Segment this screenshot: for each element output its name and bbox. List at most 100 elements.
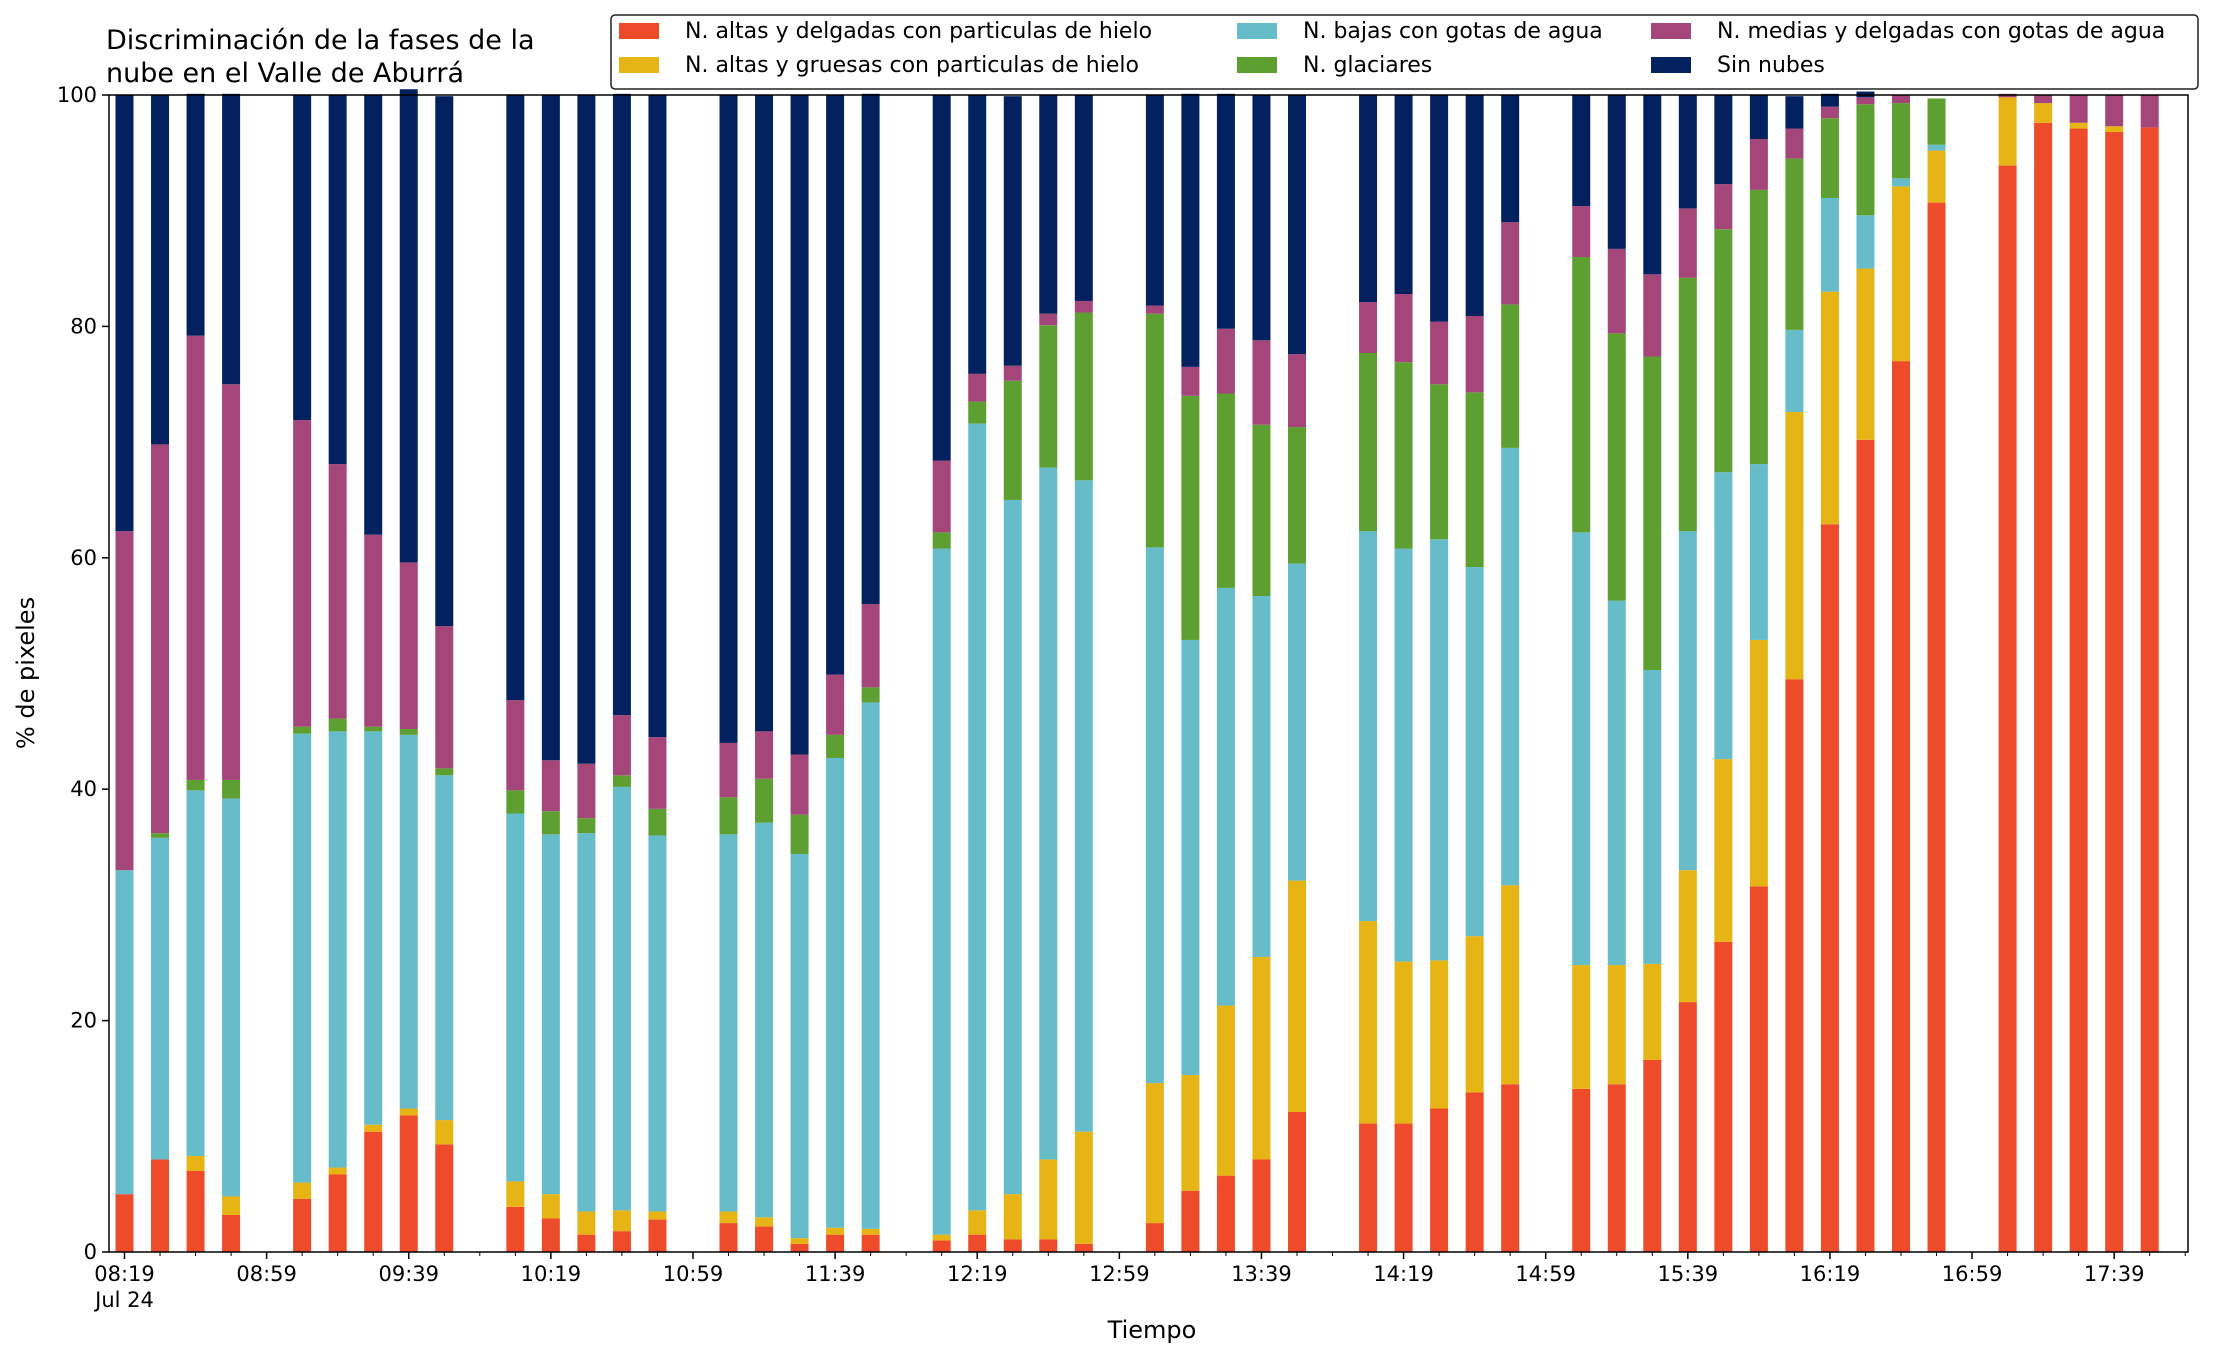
bar-segment-s0-b48: [2105, 132, 2124, 1252]
bar-segment-s0-b9: [506, 1206, 525, 1252]
bar-segment-s4-b28: [1287, 354, 1306, 428]
bar-segment-s5-b11: [577, 95, 596, 764]
y-axis: 0 20 40 60 80 100: [57, 83, 109, 1264]
plot-area-frame: [108, 94, 2189, 1253]
bar-segment-s5-b14: [719, 95, 738, 743]
legend-label-1: N. altas y gruesas con particulas de hie…: [685, 53, 1139, 78]
bar-segment-s1-b6: [364, 1124, 383, 1132]
bar-segment-s1-b30: [1394, 961, 1413, 1124]
bar-segment-s3-b37: [1678, 277, 1697, 532]
bar-segment-s3-b15: [755, 778, 774, 823]
bar-segment-s3-b11: [577, 818, 596, 834]
bar-segment-s3-b13: [648, 808, 667, 836]
bar-segment-s5-b24: [1145, 95, 1164, 306]
bar-segment-s2-b18: [861, 702, 880, 1229]
bar-segment-s4-b14: [719, 742, 738, 798]
x-tick-label: 08:19: [94, 1262, 155, 1286]
bar-segment-s3-b33: [1501, 304, 1520, 448]
bar-segment-s1-b44: [1927, 150, 1946, 203]
bar-segment-s2-b10: [541, 834, 560, 1195]
bar-segment-s2-b27: [1252, 595, 1271, 957]
bar-segment-s5-b4: [293, 95, 312, 421]
bar-segment-s5-b28: [1287, 95, 1306, 355]
bar-segment-s5-b17: [826, 95, 845, 675]
bar-segment-s0-b41: [1820, 524, 1839, 1252]
bar-segment-s2-b23: [1074, 480, 1093, 1132]
bar-segment-s1-b28: [1287, 880, 1306, 1112]
legend-box: [610, 14, 2199, 90]
bar-segment-s3-b21: [1003, 380, 1022, 500]
legend-swatch-1: [619, 57, 659, 73]
bar-segment-s3-b23: [1074, 312, 1093, 481]
bar-segment-s1-b9: [506, 1181, 525, 1207]
bar-segment-s4-b19: [932, 460, 951, 533]
bar-segment-s4-b43: [1892, 95, 1910, 104]
bar-segment-s0-b40: [1785, 679, 1804, 1252]
bar-segment-s3-b27: [1252, 424, 1271, 596]
bar-segment-s0-b35: [1607, 1084, 1626, 1252]
bar-segment-s1-b48: [2105, 126, 2124, 133]
x-axis-label: Tiempo: [1107, 1316, 1197, 1344]
bar-segment-s4-b39: [1749, 138, 1768, 190]
bar-segment-s0-b4: [293, 1198, 312, 1252]
bar-segment-s4-b15: [755, 731, 774, 779]
bar-segment-s0-b39: [1749, 886, 1768, 1252]
bar-segment-s2-b31: [1430, 539, 1449, 961]
bar-segment-s4-b1: [151, 444, 170, 834]
bar-segment-s1-b27: [1252, 956, 1271, 1160]
bar-segment-s3-b8: [435, 768, 454, 776]
bar-segment-s3-b31: [1430, 384, 1449, 540]
y-axis-label: % de pixeles: [12, 597, 40, 749]
bar-segment-s1-b8: [435, 1120, 454, 1145]
bar-segment-s2-b14: [719, 834, 738, 1212]
bar-segment-s0-b22: [1039, 1239, 1058, 1252]
bar-segment-s2-b22: [1039, 467, 1058, 1160]
bar-segment-s0-b31: [1430, 1108, 1449, 1252]
bar-segment-s0-b11: [577, 1234, 596, 1252]
bar-segment-s4-b35: [1607, 248, 1626, 334]
bar-segment-s5-b3: [222, 93, 241, 385]
bar-segment-s3-b32: [1465, 392, 1484, 568]
bar-segment-s0-b32: [1465, 1092, 1484, 1252]
x-tick-label: 14:19: [1373, 1262, 1434, 1286]
bar-segment-s1-b3: [222, 1196, 241, 1215]
bar-segment-s3-b19: [932, 532, 951, 549]
bar-segment-s4-b29: [1359, 302, 1378, 354]
bar-segment-s4-b10: [541, 760, 560, 812]
legend-label-3: N. glaciares: [1303, 53, 1432, 78]
bar-segment-s1-b47: [2069, 122, 2088, 129]
bar-segment-s4-b32: [1465, 315, 1484, 393]
bar-segment-s5-b15: [755, 95, 774, 732]
bar-segment-s5-b29: [1359, 95, 1378, 303]
bar-segment-s1-b38: [1714, 759, 1733, 942]
bar-segment-s0-b19: [932, 1240, 951, 1252]
bar-segment-s5-b26: [1216, 93, 1235, 329]
bar-segment-s4-b34: [1572, 206, 1591, 257]
bar-segment-s1-b42: [1856, 268, 1875, 440]
legend-label-5: Sin nubes: [1717, 53, 1825, 78]
bar-segment-s0-b29: [1359, 1123, 1378, 1252]
bar-segment-s0-b1: [151, 1159, 170, 1252]
bar-segment-s2-b43: [1892, 178, 1910, 187]
bar-segment-s0-b12: [612, 1231, 631, 1252]
y-tick-label: 20: [70, 1009, 97, 1033]
bar-segment-s0-b26: [1216, 1175, 1235, 1252]
bar-segment-s1-b17: [826, 1227, 845, 1235]
legend-swatch-4: [1651, 23, 1691, 39]
bar-segment-s2-b13: [648, 835, 667, 1212]
bar-segment-s4-b22: [1039, 313, 1058, 326]
bar-segment-s2-b44: [1927, 144, 1946, 151]
bar-segment-s1-b25: [1181, 1074, 1200, 1191]
bar-segment-s0-b16: [790, 1243, 809, 1252]
bar-segment-s5-b6: [364, 95, 383, 535]
bar-segment-s1-b35: [1607, 965, 1626, 1085]
bar-segment-s5-b32: [1465, 95, 1484, 316]
x-tick-label: 10:59: [663, 1262, 724, 1286]
bar-segment-s3-b6: [364, 726, 383, 732]
bar-segment-s5-b40: [1785, 96, 1804, 129]
bar-segment-s1-b2: [186, 1155, 205, 1172]
bar-segment-s3-b42: [1856, 104, 1875, 216]
bar-segment-s4-b41: [1820, 106, 1839, 119]
bar-segment-s2-b37: [1678, 531, 1697, 871]
